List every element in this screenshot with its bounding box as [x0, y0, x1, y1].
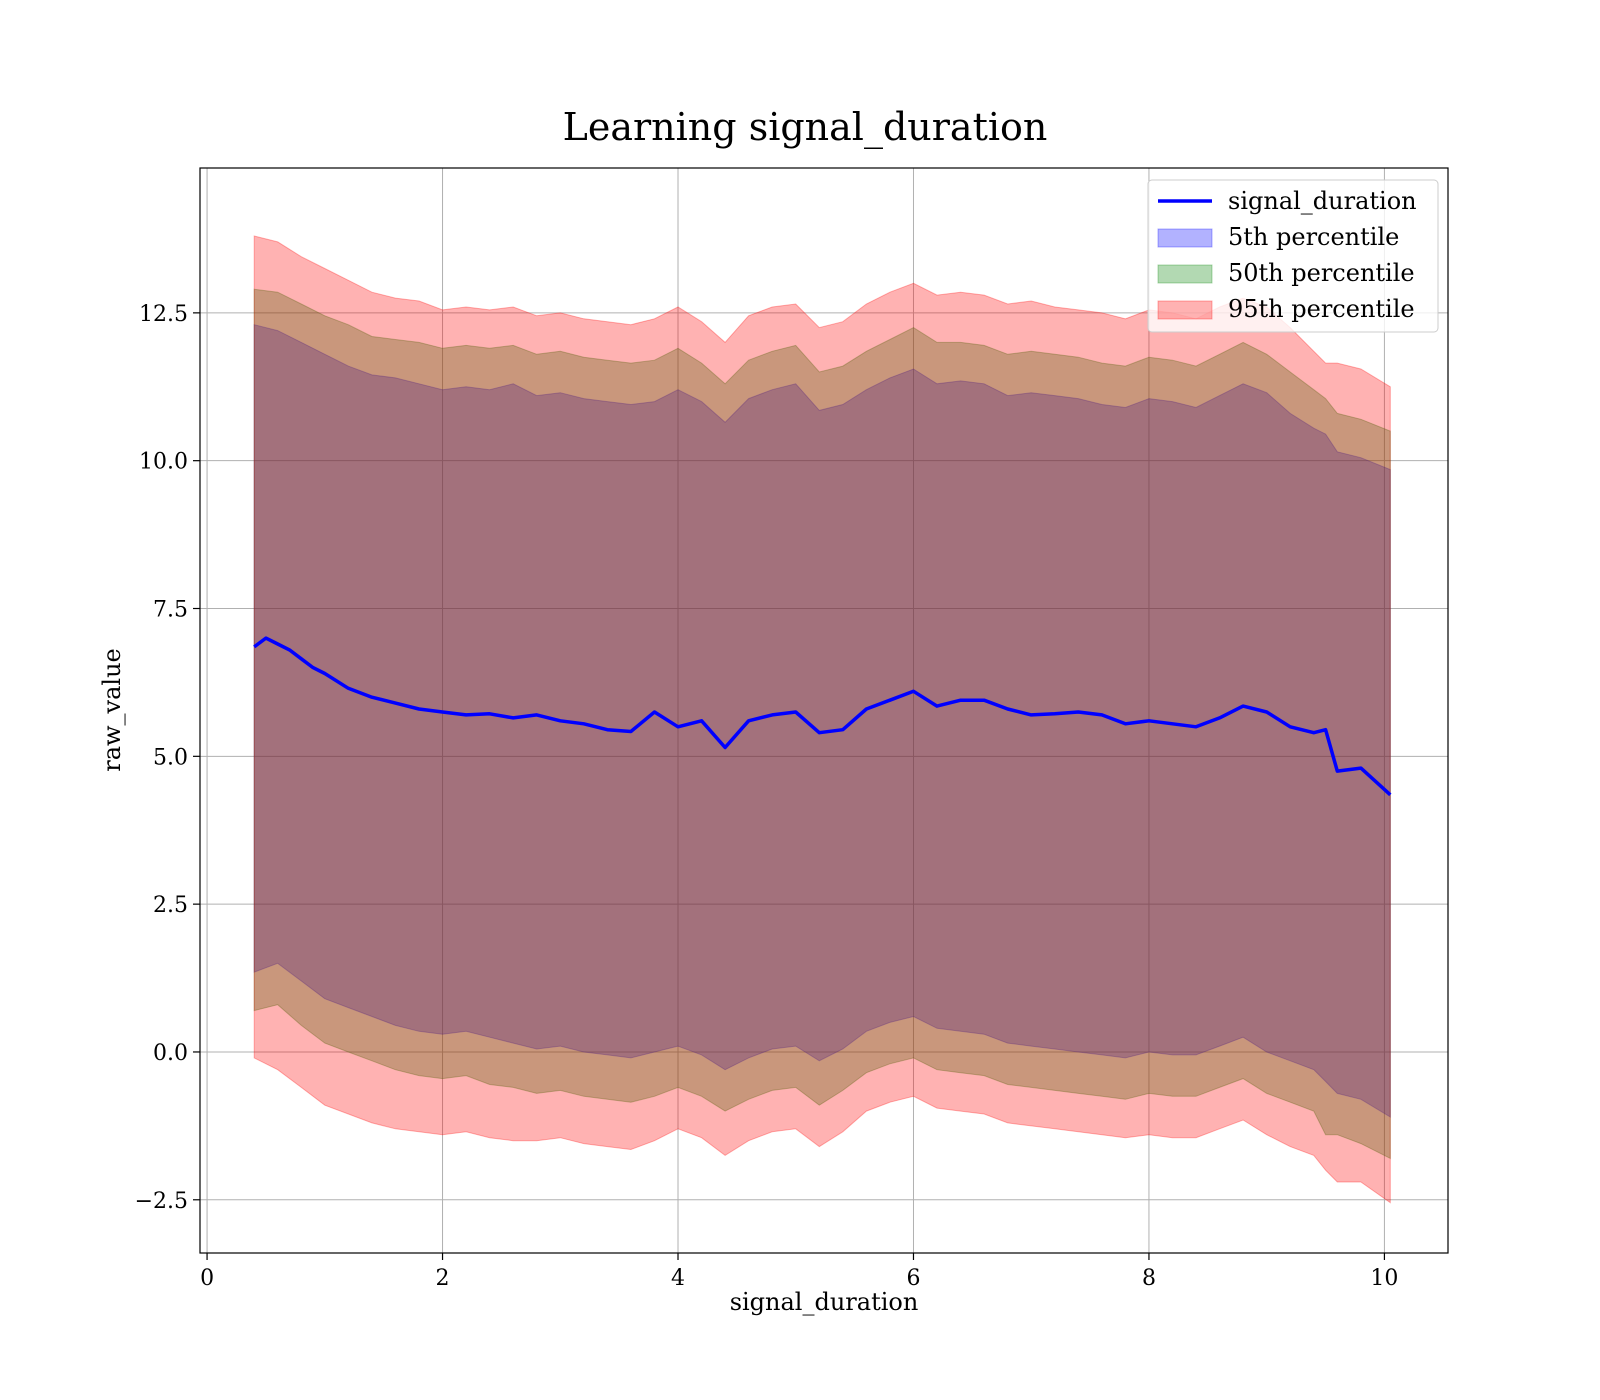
y-tick-label: 12.5	[139, 302, 188, 327]
y-tick-label: −2.5	[135, 1189, 188, 1214]
y-gridlines	[200, 312, 1448, 1201]
y-tick-label: 7.5	[153, 598, 188, 623]
band-p5	[253, 324, 1391, 1118]
legend: signal_duration 5th percentile 50th perc…	[1147, 179, 1439, 333]
x-tick-label: 2	[436, 1266, 450, 1291]
legend-label-p5: 5th percentile	[1228, 223, 1399, 251]
band-p95	[253, 235, 1391, 1204]
legend-swatch-p5	[1157, 228, 1213, 248]
x-axis-label: signal_duration	[730, 1288, 919, 1316]
x-tick-label: 0	[200, 1266, 214, 1291]
x-tick-label: 6	[906, 1266, 920, 1291]
y-axis-ticks: −2.5 0.0 2.5 5.0 7.5 10.0 12.5	[135, 302, 200, 1214]
legend-frame	[1147, 179, 1439, 333]
x-axis-ticks: 0 2 4 6 8 10	[200, 1253, 1398, 1291]
legend-label-line: signal_duration	[1228, 187, 1417, 215]
legend-label-p95: 95th percentile	[1228, 295, 1415, 323]
legend-swatch-p95	[1157, 300, 1213, 320]
signal-duration-line	[253, 636, 1392, 797]
percentile-bands	[253, 235, 1391, 1204]
x-tick-label: 10	[1370, 1266, 1398, 1291]
y-tick-label: 0.0	[153, 1041, 188, 1066]
y-tick-label: 2.5	[153, 893, 188, 918]
y-axis-label: raw_value	[98, 648, 126, 772]
legend-swatch-p50	[1157, 264, 1213, 284]
plot-frame	[199, 167, 1449, 1254]
y-tick-label: 5.0	[153, 745, 188, 770]
chart-title: Learning signal_duration	[563, 105, 1048, 150]
legend-label-p50: 50th percentile	[1228, 259, 1415, 287]
x-tick-label: 4	[671, 1266, 685, 1291]
y-tick-label: 10.0	[139, 450, 188, 475]
band-p50	[253, 288, 1391, 1160]
series-lines	[253, 636, 1392, 797]
x-tick-label: 8	[1142, 1266, 1156, 1291]
